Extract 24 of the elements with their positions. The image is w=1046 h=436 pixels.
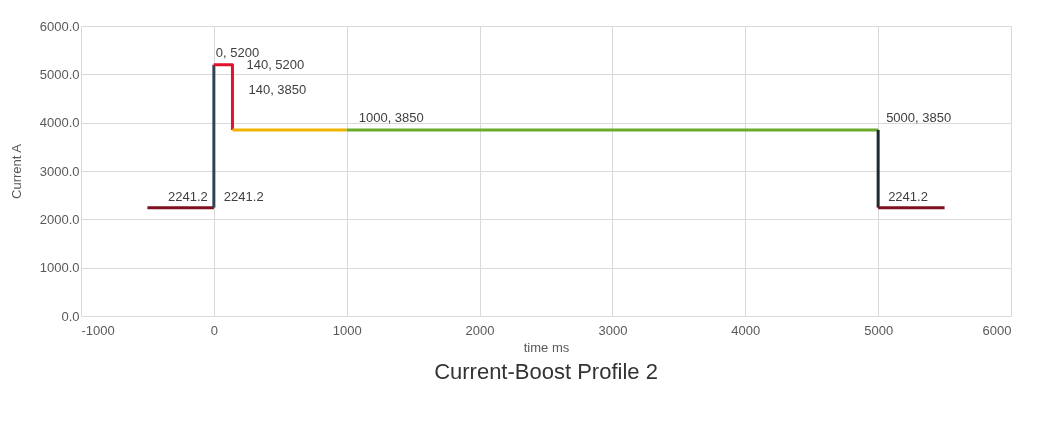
x-tick-label: 0 xyxy=(210,322,218,338)
annotation: 2241.2 xyxy=(888,188,928,204)
annotation: 5000, 3850 xyxy=(886,109,952,125)
annotation: 1000, 3850 xyxy=(358,109,424,125)
y-tick-label: 0.0 xyxy=(61,308,80,324)
x-tick-label: 2000 xyxy=(465,322,495,338)
text: Current-Boost Profile 2 xyxy=(434,359,658,384)
x-tick-label: 6000 xyxy=(982,322,1012,338)
annotation: 2241.2 xyxy=(168,188,208,204)
y-tick-label: 2000.0 xyxy=(39,211,80,227)
x-tick-label: 5000 xyxy=(864,322,894,338)
y-tick-label: 6000.0 xyxy=(39,18,80,34)
x-tick-label: 1000 xyxy=(332,322,362,338)
x-axis-title: time ms xyxy=(523,339,570,355)
x-tick-label: 4000 xyxy=(731,322,761,338)
y-tick-label: 1000.0 xyxy=(39,260,80,276)
y-tick-label: 3000.0 xyxy=(39,163,80,179)
x-tick-label: -1000 xyxy=(81,322,115,338)
y-tick-label: 5000.0 xyxy=(39,66,80,82)
annotation: 140, 3850 xyxy=(248,81,307,97)
y-axis-title: Current A xyxy=(8,143,24,199)
annotation: 2241.2 xyxy=(223,188,264,204)
x-tick-label: 3000 xyxy=(598,322,628,338)
y-tick-label: 4000.0 xyxy=(39,115,80,131)
